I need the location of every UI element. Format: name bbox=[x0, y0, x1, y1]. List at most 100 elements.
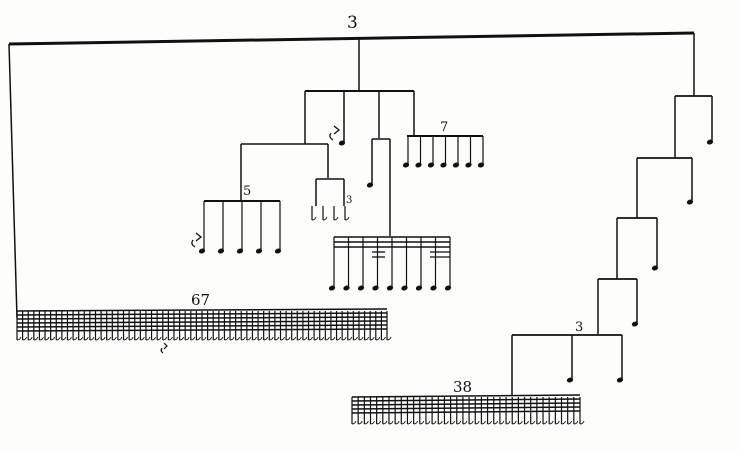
note-flag bbox=[213, 336, 218, 341]
note-flag bbox=[230, 336, 235, 341]
note-flag bbox=[95, 336, 100, 341]
note-flag bbox=[347, 336, 353, 341]
rest-icon bbox=[329, 125, 341, 141]
notehead bbox=[401, 285, 408, 291]
bottom-group: 38 bbox=[351, 378, 585, 425]
note-flag bbox=[308, 336, 313, 341]
note-flag bbox=[185, 336, 190, 341]
note-flag bbox=[56, 336, 61, 341]
note-flag bbox=[101, 336, 106, 341]
long-group: 67 bbox=[16, 291, 392, 354]
note-flag bbox=[395, 420, 400, 425]
note-flag bbox=[506, 420, 511, 425]
note-flag bbox=[78, 336, 84, 341]
five-tuplet-label: 5 bbox=[243, 184, 251, 199]
note-flag bbox=[168, 336, 173, 341]
notehead bbox=[427, 162, 435, 168]
note-flag bbox=[224, 336, 229, 341]
notehead bbox=[255, 248, 263, 254]
note-flag bbox=[302, 336, 308, 341]
note-flag bbox=[499, 420, 505, 425]
bottom-group-count: 38 bbox=[453, 378, 472, 396]
note-flag bbox=[322, 216, 328, 221]
long-group-count: 67 bbox=[191, 291, 210, 309]
note-flag bbox=[381, 336, 386, 341]
note-flag bbox=[291, 336, 297, 341]
note-flag bbox=[475, 420, 480, 425]
root-branch: 3 bbox=[8, 13, 695, 319]
note-flag bbox=[333, 216, 339, 221]
note-flag bbox=[444, 420, 449, 425]
five-note-group: 5 bbox=[191, 184, 282, 254]
note-flag bbox=[530, 420, 536, 425]
note-flag bbox=[536, 420, 542, 425]
note-flag bbox=[407, 420, 412, 425]
notehead bbox=[236, 248, 244, 254]
note-flag bbox=[432, 420, 437, 425]
note-flag bbox=[201, 336, 207, 341]
note-flag bbox=[555, 420, 560, 425]
notehead bbox=[444, 285, 452, 291]
note-flag bbox=[319, 336, 325, 341]
note-flag bbox=[39, 336, 44, 341]
note-flag bbox=[45, 336, 50, 341]
note-flag bbox=[311, 216, 317, 221]
note-flag bbox=[469, 420, 474, 425]
notehead bbox=[452, 162, 460, 168]
note-flag bbox=[235, 336, 241, 341]
notehead bbox=[465, 162, 472, 168]
rest-icon bbox=[160, 342, 168, 354]
note-flag bbox=[518, 420, 523, 425]
root-tuplet-label: 3 bbox=[347, 13, 358, 33]
note-flag bbox=[314, 336, 319, 341]
note-flag bbox=[344, 216, 350, 221]
dense-group bbox=[328, 236, 452, 291]
note-flag bbox=[579, 420, 585, 425]
notehead bbox=[440, 162, 447, 168]
note-flag bbox=[157, 336, 162, 341]
note-flag bbox=[493, 420, 499, 425]
note-flag bbox=[573, 420, 579, 425]
note-flag bbox=[481, 420, 486, 425]
notehead bbox=[415, 162, 422, 168]
small-tuplet-label: 3 bbox=[346, 195, 352, 206]
note-flag bbox=[246, 336, 252, 341]
notehead bbox=[343, 285, 350, 291]
note-flag bbox=[196, 336, 201, 341]
note-flag bbox=[342, 336, 347, 341]
note-flag bbox=[28, 336, 33, 341]
note-flag bbox=[567, 420, 573, 425]
note-flag bbox=[524, 420, 529, 425]
note-flag bbox=[84, 336, 89, 341]
note-flag bbox=[134, 336, 140, 341]
notehead bbox=[477, 162, 485, 168]
note-flag bbox=[561, 420, 566, 425]
note-flag bbox=[543, 420, 548, 425]
note-flag bbox=[112, 336, 117, 341]
notehead bbox=[372, 285, 379, 291]
note-flag bbox=[179, 336, 185, 341]
note-flag bbox=[106, 336, 112, 341]
note-flag bbox=[376, 420, 382, 425]
note-flag bbox=[129, 336, 134, 341]
note-flag bbox=[207, 336, 213, 341]
note-flag bbox=[462, 420, 468, 425]
note-flag bbox=[370, 420, 375, 425]
note-flag bbox=[61, 336, 67, 341]
note-flag bbox=[89, 336, 95, 341]
note-flag bbox=[425, 420, 431, 425]
note-flag bbox=[252, 336, 257, 341]
note-flag bbox=[286, 336, 291, 341]
note-flag bbox=[401, 420, 406, 425]
note-flag bbox=[358, 420, 363, 425]
notehead bbox=[274, 248, 282, 254]
note-flag bbox=[123, 336, 128, 341]
notehead bbox=[217, 248, 225, 254]
note-flag bbox=[375, 336, 381, 341]
note-flag bbox=[438, 420, 443, 425]
rest-icon bbox=[191, 232, 203, 248]
note-flag bbox=[364, 420, 369, 425]
note-flag bbox=[358, 336, 364, 341]
note-flag bbox=[269, 336, 274, 341]
